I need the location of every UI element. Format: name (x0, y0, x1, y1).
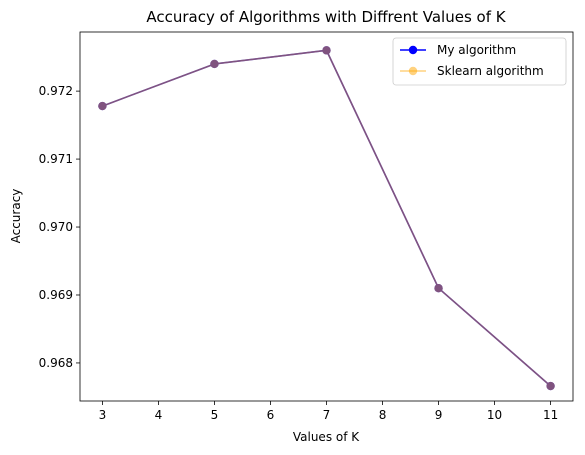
y-tick-label: 0.972 (39, 84, 73, 98)
y-tick-label: 0.970 (39, 220, 73, 234)
legend-marker-1 (408, 66, 418, 76)
x-tick-label: 9 (435, 408, 443, 422)
data-point (434, 283, 443, 293)
plot-area (80, 32, 573, 401)
legend-label-0: My algorithm (437, 43, 516, 57)
x-tick-label: 6 (267, 408, 275, 422)
x-tick-label: 5 (211, 408, 219, 422)
y-tick-label: 0.969 (39, 288, 73, 302)
data-point (546, 381, 555, 391)
chart-title: Accuracy of Algorithms with Diffrent Val… (146, 8, 506, 26)
legend-marker-0 (408, 45, 418, 55)
data-point (322, 46, 331, 55)
y-axis-label: Accuracy (9, 189, 23, 244)
data-point (210, 59, 219, 69)
x-axis: 3 4 5 6 7 8 9 10 11 (99, 401, 558, 422)
y-tick-label: 0.971 (39, 152, 73, 166)
x-tick-label: 4 (155, 408, 163, 422)
legend-box (392, 37, 567, 86)
plot-frame (79, 31, 574, 402)
legend-label-1: Sklearn algorithm (437, 64, 544, 78)
legend: My algorithm Sklearn algorithm (392, 37, 567, 86)
series-points (98, 46, 555, 391)
x-tick-label: 8 (379, 408, 387, 422)
x-tick-label: 11 (543, 408, 558, 422)
x-tick-label: 10 (487, 408, 502, 422)
y-tick-label: 0.968 (39, 356, 73, 370)
x-tick-label: 3 (99, 408, 107, 422)
data-point (98, 101, 107, 111)
x-tick-label: 7 (323, 408, 331, 422)
y-axis: 0.968 0.969 0.970 0.971 0.972 (39, 84, 80, 370)
x-axis-label: Values of K (293, 430, 360, 444)
